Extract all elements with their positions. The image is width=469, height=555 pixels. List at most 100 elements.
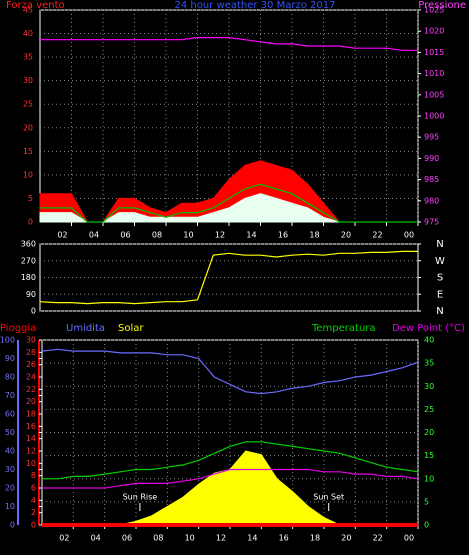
y-tick-label: W <box>435 256 445 267</box>
y-tick-label: 24 <box>26 373 36 382</box>
y-tick-label: 180 <box>21 273 36 282</box>
y-tick-label: 990 <box>424 154 439 163</box>
y-tick-label: 0 <box>424 521 429 530</box>
y-tick-label: 6 <box>31 484 36 493</box>
y-tick-label: 20 <box>424 428 434 437</box>
y-tick-label: 35 <box>424 359 434 368</box>
y-tick-label: 40 <box>424 336 434 345</box>
x-tick-label: 02 <box>57 231 67 240</box>
y-tick-label: 30 <box>5 465 15 474</box>
x-tick-label: 22 <box>373 534 383 543</box>
x-tick-label: 10 <box>185 534 195 543</box>
y-tick-label: 14 <box>26 434 36 443</box>
y-tick-label: 995 <box>424 133 439 142</box>
series-name: Umidita <box>66 323 105 334</box>
y-tick-label: 20 <box>26 397 36 406</box>
y-tick-label: 0 <box>31 307 36 316</box>
y-tick-label: 1025 <box>424 6 444 15</box>
y-tick-label: 8 <box>31 471 36 480</box>
y-tick-label: 1020 <box>424 27 444 36</box>
y-tick-label: 90 <box>26 290 36 299</box>
x-tick-label: 20 <box>341 231 351 240</box>
y-tick-label: 28 <box>26 348 36 357</box>
y-tick-label: 1000 <box>424 112 444 121</box>
x-tick-label: 02 <box>59 534 69 543</box>
y-tick-label: 15 <box>23 147 33 156</box>
x-tick-label: 00 <box>404 231 414 240</box>
y-tick-label: 90 <box>5 354 15 363</box>
y-tick-label: 15 <box>424 451 434 460</box>
series-line <box>42 441 419 480</box>
y-tick-label: 270 <box>21 256 36 265</box>
series-name: Dew Point (°C) <box>392 323 465 334</box>
series-line <box>41 348 419 395</box>
y-tick-label: 16 <box>26 422 36 431</box>
series-name: Pioggia <box>0 323 36 334</box>
chart-title: 24 hour weather 30 Marzo 2017 <box>175 0 336 11</box>
y-tick-label: 985 <box>424 175 439 184</box>
y-tick-label: 40 <box>5 447 15 456</box>
y-tick-label: 0 <box>31 521 36 530</box>
annotation: Sun Rise <box>123 493 158 502</box>
y-tick-label: 70 <box>5 391 15 400</box>
y-tick-label: 0 <box>28 218 33 227</box>
y-tick-label: 975 <box>424 218 439 227</box>
y-tick-label: 360 <box>21 240 36 249</box>
y-tick-label: 45 <box>23 6 33 15</box>
y-tick-label: 1005 <box>424 90 444 99</box>
series-name: Temperatura <box>311 323 376 334</box>
y-tick-label: E <box>437 289 443 300</box>
x-tick-label: 16 <box>279 534 289 543</box>
x-tick-label: 12 <box>216 534 226 543</box>
y-tick-label: 25 <box>424 405 434 414</box>
y-tick-label: 5 <box>28 194 33 203</box>
y-tick-label: 25 <box>23 100 33 109</box>
x-tick-label: 06 <box>120 231 130 240</box>
y-tick-label: 12 <box>26 447 36 456</box>
x-tick-label: 06 <box>122 534 132 543</box>
y-tick-label: 35 <box>23 53 33 62</box>
y-tick-label: 26 <box>26 360 36 369</box>
y-tick-label: 30 <box>424 382 434 391</box>
y-tick-label: 20 <box>5 484 15 493</box>
y-tick-label: 80 <box>5 373 15 382</box>
y-tick-label: N <box>436 306 443 317</box>
y-tick-label: 30 <box>23 76 33 85</box>
annotation: Sun Set <box>313 493 344 502</box>
y-tick-label: 30 <box>26 336 36 345</box>
y-tick-label: 20 <box>23 123 33 132</box>
y-tick-label: 10 <box>23 170 33 179</box>
y-tick-label: N <box>436 239 443 250</box>
x-tick-label: 00 <box>404 534 414 543</box>
y-tick-label: 0 <box>10 521 15 530</box>
series-line <box>40 183 418 223</box>
series-line <box>40 37 418 51</box>
y-axis-label: Forza vento <box>6 0 65 11</box>
y-tick-label: 10 <box>26 459 36 468</box>
x-tick-label: 04 <box>91 534 101 543</box>
x-tick-label: 18 <box>309 231 319 240</box>
x-tick-label: 12 <box>215 231 225 240</box>
y-tick-label: 22 <box>26 385 36 394</box>
series-name: Solar <box>118 323 144 334</box>
x-tick-label: 10 <box>183 231 193 240</box>
x-tick-label: 08 <box>153 534 163 543</box>
x-tick-label: 18 <box>310 534 320 543</box>
x-tick-label: 22 <box>372 231 382 240</box>
y-tick-label: 50 <box>5 428 15 437</box>
series-line <box>39 250 418 305</box>
y2-axis-label: Pressione <box>418 0 466 11</box>
y-tick-label: 4 <box>31 496 36 505</box>
y-tick-label: S <box>437 273 443 284</box>
y-tick-label: 10 <box>5 502 15 511</box>
y-tick-label: 60 <box>5 410 15 419</box>
x-tick-label: 04 <box>89 231 99 240</box>
x-tick-label: 08 <box>152 231 162 240</box>
y-tick-label: 40 <box>23 29 33 38</box>
y-tick-label: 10 <box>424 474 434 483</box>
x-tick-label: 14 <box>246 231 256 240</box>
y-tick-label: 1015 <box>424 48 444 57</box>
x-tick-label: 16 <box>278 231 288 240</box>
